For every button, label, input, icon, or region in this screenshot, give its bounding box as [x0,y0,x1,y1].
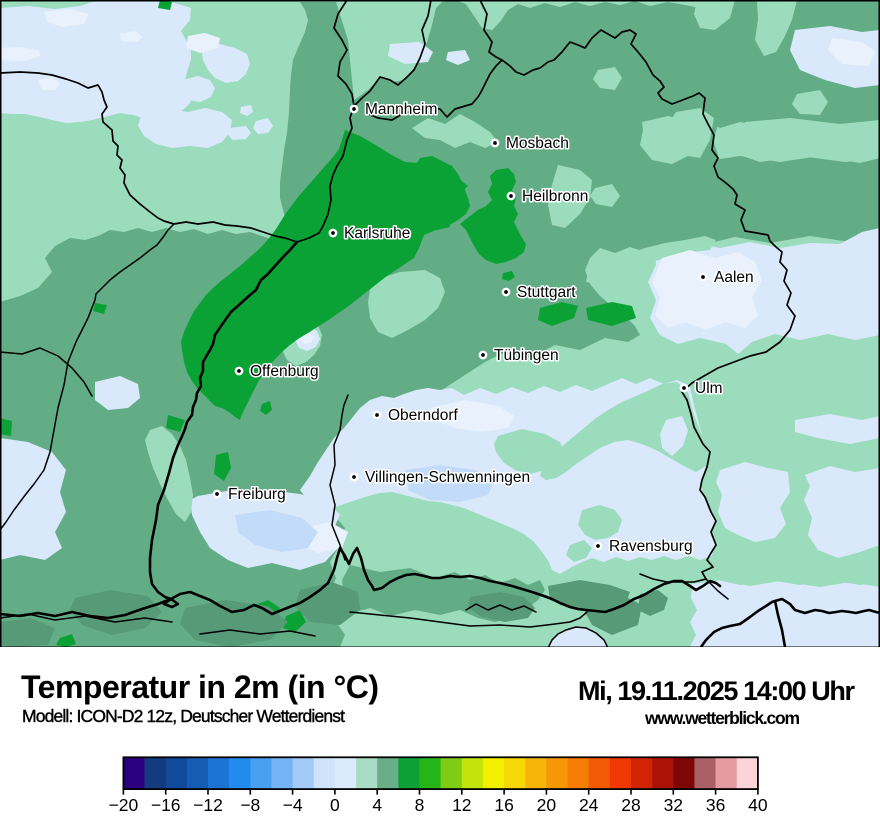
svg-text:−12: −12 [193,795,223,815]
svg-text:−4: −4 [283,795,303,815]
svg-text:Mi, 19.11.2025 14:00 Uhr: Mi, 19.11.2025 14:00 Uhr [578,676,855,706]
svg-text:12: 12 [452,795,471,815]
svg-text:16: 16 [494,795,513,815]
svg-text:Oberndorf: Oberndorf [388,407,458,424]
svg-text:Ravensburg: Ravensburg [609,538,693,555]
svg-text:8: 8 [415,795,425,815]
svg-text:Karlsruhe: Karlsruhe [344,225,410,242]
svg-text:0: 0 [330,795,340,815]
svg-text:Mannheim: Mannheim [365,101,437,118]
svg-text:−16: −16 [151,795,181,815]
svg-text:Villingen-Schwenningen: Villingen-Schwenningen [365,469,530,486]
svg-text:4: 4 [372,795,382,815]
svg-text:Ulm: Ulm [695,380,723,397]
svg-text:Offenburg: Offenburg [250,363,319,380]
svg-text:Aalen: Aalen [714,269,754,286]
svg-text:24: 24 [579,795,599,815]
svg-text:32: 32 [664,795,683,815]
svg-text:Modell: ICON-D2 12z, Deutscher: Modell: ICON-D2 12z, Deutscher Wetterdie… [22,706,345,726]
svg-text:36: 36 [706,795,725,815]
svg-text:Mosbach: Mosbach [506,135,569,152]
svg-text:www.wetterblick.com: www.wetterblick.com [644,708,800,728]
svg-text:Tübingen: Tübingen [494,347,559,364]
svg-text:Freiburg: Freiburg [228,486,286,503]
svg-text:−8: −8 [240,795,260,815]
svg-text:−20: −20 [109,795,139,815]
svg-text:Temperatur in 2m (in °C): Temperatur in 2m (in °C) [21,669,379,705]
svg-text:Stuttgart: Stuttgart [517,284,576,301]
svg-text:20: 20 [537,795,557,815]
svg-text:Heilbronn: Heilbronn [522,188,588,205]
svg-text:40: 40 [748,795,768,815]
svg-text:28: 28 [621,795,640,815]
